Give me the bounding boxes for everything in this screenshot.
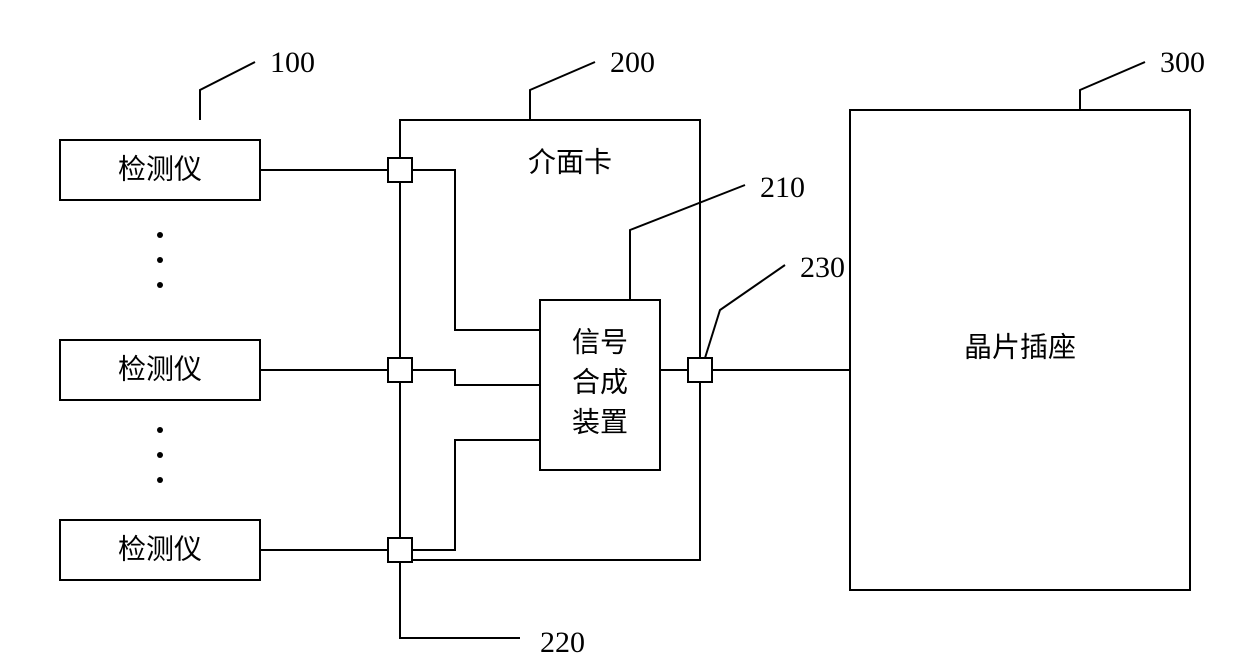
ref-r100: 100 (270, 46, 315, 79)
ref-r220: 220 (540, 626, 585, 658)
port-p230 (688, 358, 712, 382)
path-in_top_to_synth (412, 170, 540, 330)
diagram-canvas: 检测仪检测仪检测仪介面卡信号合成装置晶片插座100200300210230220 (0, 0, 1240, 658)
leader-r210 (630, 185, 745, 300)
detector-label-1: 检测仪 (118, 153, 202, 185)
leader-r230 (705, 265, 785, 358)
port-p220_top (388, 158, 412, 182)
vdots-1 (157, 257, 163, 263)
signal-synth-label-0: 信号 (572, 326, 628, 358)
vdots-4 (157, 452, 163, 458)
signal-synth-label-2: 装置 (572, 406, 628, 438)
leader-r100 (200, 62, 255, 120)
interface-card-box (400, 120, 700, 560)
interface-card-label: 介面卡 (528, 146, 612, 178)
detector-label-2: 检测仪 (118, 353, 202, 385)
path-in_mid_to_synth (412, 370, 540, 385)
leader-r200 (530, 62, 595, 120)
detector-label-3: 检测仪 (118, 533, 202, 565)
ref-r300: 300 (1160, 46, 1205, 79)
vdots-0 (157, 232, 163, 238)
vdots-3 (157, 427, 163, 433)
ref-r200: 200 (610, 46, 655, 79)
port-p220_mid (388, 358, 412, 382)
leader-r300 (1080, 62, 1145, 110)
port-p220_bot (388, 538, 412, 562)
ref-r210: 210 (760, 171, 805, 204)
vdots-5 (157, 477, 163, 483)
leader-r220 (400, 562, 520, 638)
chip-socket-label: 晶片插座 (964, 331, 1076, 363)
path-in_bot_to_synth (412, 440, 540, 550)
ref-r230: 230 (800, 251, 845, 284)
vdots-2 (157, 282, 163, 288)
signal-synth-label-1: 合成 (572, 366, 628, 398)
